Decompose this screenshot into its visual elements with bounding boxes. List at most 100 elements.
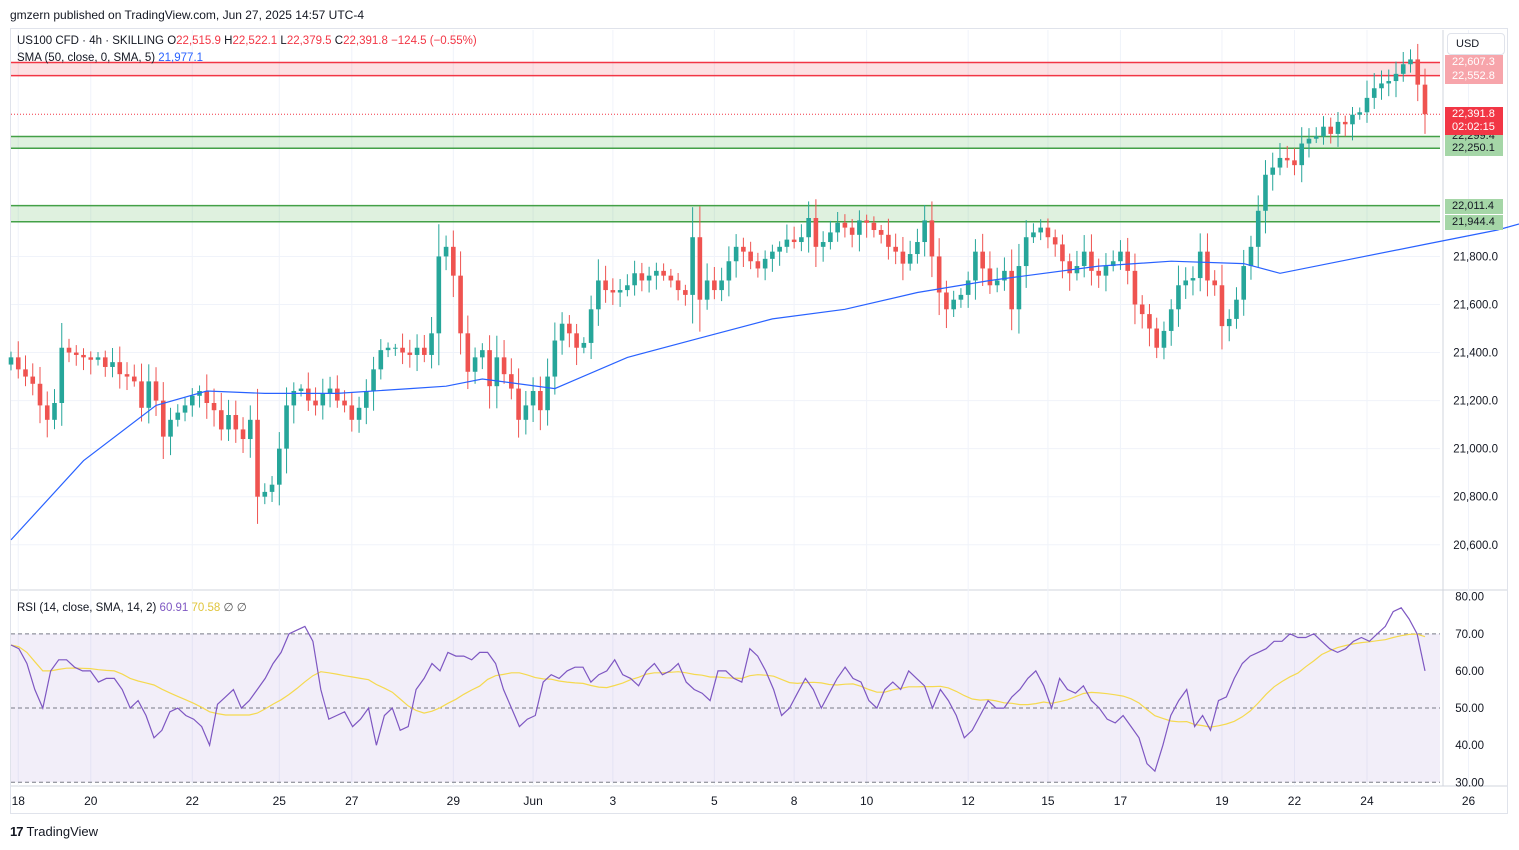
candle-body [509,374,514,389]
candle-body [1393,73,1399,82]
candle-body [298,388,304,391]
candle-body [878,230,884,235]
candle-body [356,407,362,420]
candle-body [371,369,376,391]
candle-body [675,280,681,291]
candle-body [255,419,260,497]
candle-body [654,270,659,276]
legend-close: 22,391.8 [343,35,388,47]
candle-body [1400,64,1406,74]
candle-body [994,280,1000,286]
candle-body [697,237,703,300]
rsi-tick-label: 30.00 [1455,777,1484,789]
candle-body [385,347,391,351]
legend-high-label: H [224,35,233,47]
x-tick-label: 17 [1114,794,1128,808]
candle-body [414,347,420,355]
candle-body [886,234,891,247]
candle-body [211,403,217,411]
candle-body [1241,266,1247,300]
candle-body [88,357,94,360]
legend-rsi[interactable]: RSI (14, close, SMA, 14, 2) 60.91 70.58 … [17,600,247,614]
candle-body [704,280,710,300]
candle-body [668,275,674,281]
candle-body [980,251,985,269]
legend-sma[interactable]: SMA (50, close, 0, SMA, 5) 21,977.1 [17,52,203,64]
zone-high-tag: 22,607.3 [1445,55,1503,71]
candle-body [1183,280,1189,286]
x-tick-label: 18 [12,794,26,808]
rsi-value: 60.91 [159,602,189,614]
legend-open: 22,515.9 [176,35,221,47]
candle-body [690,237,695,295]
candle-body [494,357,500,387]
candle-body [327,388,333,394]
candle-body [820,242,826,247]
candle-body [1110,261,1116,267]
candle-body [1190,278,1196,281]
rsi-tick-label: 40.00 [1455,740,1484,752]
tradingview-brand: TradingView [26,824,99,839]
currency-button[interactable]: USD [1447,33,1505,55]
zone-high-tag: 22,011.4 [1445,198,1503,214]
candle-body [828,232,833,243]
candle-body [262,491,268,497]
candle-body [733,246,739,262]
candle-body [1357,112,1363,115]
candle-body [1081,251,1087,267]
candle-body [683,290,688,295]
candle-body [770,251,775,259]
candle-body [73,352,79,355]
chart-frame [10,28,1508,814]
candle-body [632,273,637,286]
candle-body [1234,299,1239,319]
rsi-sma-value: 70.58 [191,602,221,614]
x-tick-label: 24 [1360,794,1374,808]
candle-body [900,251,906,264]
x-tick-label: 26 [1462,794,1476,808]
candle-body [1364,97,1370,113]
candle-body [335,388,340,401]
legend-symbol: US100 CFD · 4h · SKILLING [17,35,164,47]
candle-body [146,381,152,408]
candle-body [1168,309,1174,331]
candle-body [1306,138,1312,144]
legend-ohlc[interactable]: US100 CFD · 4h · SKILLING O22,515.9 H22,… [17,35,477,47]
candle-body [835,222,840,233]
candle-body [349,405,355,420]
candle-body [1379,83,1384,89]
candle-body [30,376,36,384]
candle-body [15,357,21,370]
candle-body [1139,304,1145,315]
candle-body [1045,227,1051,238]
x-tick-label: 19 [1215,794,1229,808]
candle-body [784,239,790,247]
candle-body [233,415,239,430]
x-tick-label: 25 [273,794,287,808]
candle-layer [8,43,1428,524]
candle-body [1350,114,1355,125]
candle-body [864,220,869,223]
candle-body [712,280,717,291]
bar-countdown: 02:02:15 [1452,121,1495,134]
candle-body [1408,59,1413,65]
candle-body [1226,318,1232,327]
tradingview-logo[interactable]: 17 TradingView [10,824,98,839]
candle-body [588,309,594,343]
candle-body [726,261,732,281]
candle-body [1212,280,1218,286]
candle-body [276,448,282,485]
candle-body [741,246,746,252]
candle-body [407,352,413,355]
zone-low-tag: 22,552.8 [1445,68,1503,84]
candle-body [182,405,188,413]
candle-body [625,285,630,291]
candle-body [487,350,492,387]
candle-body [842,222,848,228]
tradingview-logo-icon: 17 [10,824,24,839]
candle-body [1067,261,1072,274]
rsi-tick-label: 50.00 [1455,703,1484,715]
candle-body [313,400,318,406]
candle-body [189,395,195,406]
